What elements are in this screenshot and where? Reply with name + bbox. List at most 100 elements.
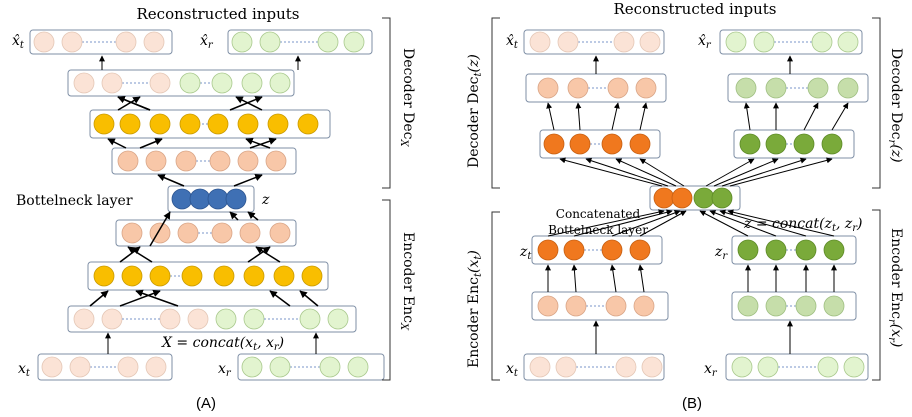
panel-a-arrow <box>245 137 271 149</box>
panel-a-input-xt-layer-node <box>69 356 91 378</box>
panel-a-input-concat-layer-box <box>67 305 357 333</box>
panel-b-encoder-r-layer-1-node <box>765 295 787 317</box>
panel-a-input-concat-layer-node <box>327 308 349 330</box>
panel-a-bottleneck-label: Bottelneck layer <box>16 193 133 209</box>
panel-a-decoder-layer-3-node <box>117 150 139 172</box>
panel-b-arrow <box>743 102 751 131</box>
panel-b-decoder-t-layer-2-node <box>569 133 591 155</box>
panel-a-output-xt-layer-node <box>61 31 83 53</box>
panel-a-encoder-layer-1 <box>115 219 297 247</box>
panel-b-input-xr-layer-node <box>817 356 839 378</box>
panel-b-arrow <box>611 210 681 237</box>
panel-a-arrow <box>149 211 171 247</box>
panel-b-encoder-t-label: Encoder Enct(xt) <box>466 250 484 368</box>
panel-b-decoder-r-bracket <box>872 17 881 189</box>
panel-b-input-xr-layer-node <box>731 356 753 378</box>
panel-b-concat-bottleneck-node <box>653 187 675 209</box>
panel-b-output-xr-layer <box>719 29 863 55</box>
panel-b-title: Reconstructed inputs <box>614 0 777 18</box>
panel-b-arrow <box>615 158 677 187</box>
panel-a-input-xt-layer-node <box>117 356 139 378</box>
panel-b-decoder-r-layer-2-node <box>765 133 787 155</box>
panel-a-output-xt-layer <box>29 29 173 55</box>
panel-a-encoder-layer-1-node <box>121 222 143 244</box>
panel-b-input-xr-layer-node <box>843 356 865 378</box>
panel-a-decoder-layer-1-node <box>269 72 291 94</box>
panel-b-output-xt-layer-node <box>557 31 579 53</box>
panel-b-decoder-t-layer-1-node <box>635 77 657 99</box>
panel-b-encoder-zr-layer-node <box>795 239 817 261</box>
panel-b-layers <box>523 29 869 381</box>
panel-b-input-xt-label: xt <box>506 361 519 379</box>
panel-a-arrow <box>139 138 163 149</box>
panel-b-input-xr-label: xr <box>704 361 718 379</box>
panel-b-arrow <box>609 264 617 293</box>
panel-a-output-xt-label: x̂t <box>12 33 25 51</box>
panel-a-decoder-layer-2-node <box>119 113 141 135</box>
panel-a-output-xr-layer <box>227 29 373 55</box>
panel-a-encoder-bracket <box>382 199 391 381</box>
panel-b-output-xr-layer-node <box>837 31 859 53</box>
panel-b-decoder-r-layer-2-node <box>739 133 761 155</box>
panel-a-encoder-layer-2-node <box>243 265 265 287</box>
panel-a-input-xr-layer-node <box>241 356 263 378</box>
panel-a-encoder-layer-2-node <box>93 265 115 287</box>
panel-b-arrow <box>727 209 835 237</box>
panel-b-output-xr-layer-node <box>725 31 747 53</box>
panel-a-arrow <box>89 290 109 307</box>
panel-a-arrow <box>107 138 127 149</box>
panel-a-input-concat-layer <box>67 305 357 333</box>
panel-b-z-definition: z = concat(zt, zr) <box>743 216 863 234</box>
panel-b-arrow <box>639 158 685 187</box>
panel-b-encoder-t-layer-1 <box>531 291 669 321</box>
panel-a-input-xt-label: xt <box>18 361 31 379</box>
panel-a-decoder-layer-1-node <box>149 72 171 94</box>
panel-a-decoder-layer-3-node <box>145 150 167 172</box>
panel-a-input-xt-layer <box>37 353 173 381</box>
panel-b-output-xr-layer-node <box>811 31 833 53</box>
panel-b-encoder-zt-layer <box>531 235 663 265</box>
panel-b-decoder-r-layer-2 <box>733 129 855 159</box>
panel-b-decoder-r-layer-1-node <box>765 77 787 99</box>
panel-b-output-xr-label: x̂r <box>698 33 712 51</box>
panel-b-decoder-t-layer-2-node <box>629 133 651 155</box>
panel-a-encoder-layer-2-node <box>301 265 323 287</box>
panel-a-decoder-layer-2-node <box>207 113 229 135</box>
panel-a-decoder-layer-3-node <box>237 150 259 172</box>
panel-a-arrow <box>229 96 263 111</box>
panel-b-output-xt-layer-node <box>613 31 635 53</box>
panel-b-arrow <box>547 209 665 237</box>
panel-b-arrow <box>573 209 673 237</box>
panel-a-bottleneck-layer-node <box>171 188 193 210</box>
panel-a-input-concat-layer-node <box>187 308 209 330</box>
panel-b-concat-label-line2: Bottelneck layer <box>548 223 648 237</box>
panel-b-input-xt-layer-node <box>555 356 577 378</box>
panel-b-encoder-t-layer-1-node <box>565 295 587 317</box>
panel-b-arrow <box>575 102 582 131</box>
panel-b-concat-bottleneck <box>649 185 741 211</box>
panel-a-input-concat-layer-node <box>299 308 321 330</box>
panel-b-input-xt-layer-node <box>529 356 551 378</box>
panel-b-arrow <box>639 210 687 237</box>
panel-a-encoder-layer-1-node <box>211 222 233 244</box>
panel-b-input-xt-layer-node <box>641 356 663 378</box>
panel-a-encoder-layer-1-node <box>239 222 261 244</box>
panel-a-decoder-layer-2-node <box>93 113 115 135</box>
panel-b-input-xr-layer-node <box>757 356 779 378</box>
panel-b-concat-bottleneck-node <box>671 187 693 209</box>
panel-a-arrow <box>247 211 259 221</box>
panel-a-decoder-layer-1-node <box>211 72 233 94</box>
panel-b-encoder-t-bracket <box>491 211 500 381</box>
panel-b-input-xt-layer-node <box>615 356 637 378</box>
panel-a-encoder-layer-2-node <box>121 265 143 287</box>
panel-b-encoder-r-bracket <box>872 209 881 381</box>
panel-a-output-xr-layer-node <box>259 31 281 53</box>
panel-b-encoder-r-layer-1 <box>731 291 857 321</box>
panel-a-encoder-layer-1-node <box>177 222 199 244</box>
panel-a-output-xt-layer-node <box>33 31 55 53</box>
panel-a-input-concat-layer-node <box>215 308 237 330</box>
panel-b-encoder-r-layer-1-node <box>823 295 845 317</box>
panel-b-decoder-t-layer-2-node <box>601 133 623 155</box>
panel-a-input-concat-layer-node <box>101 308 123 330</box>
panel-a-input-xr-layer-node <box>319 356 341 378</box>
